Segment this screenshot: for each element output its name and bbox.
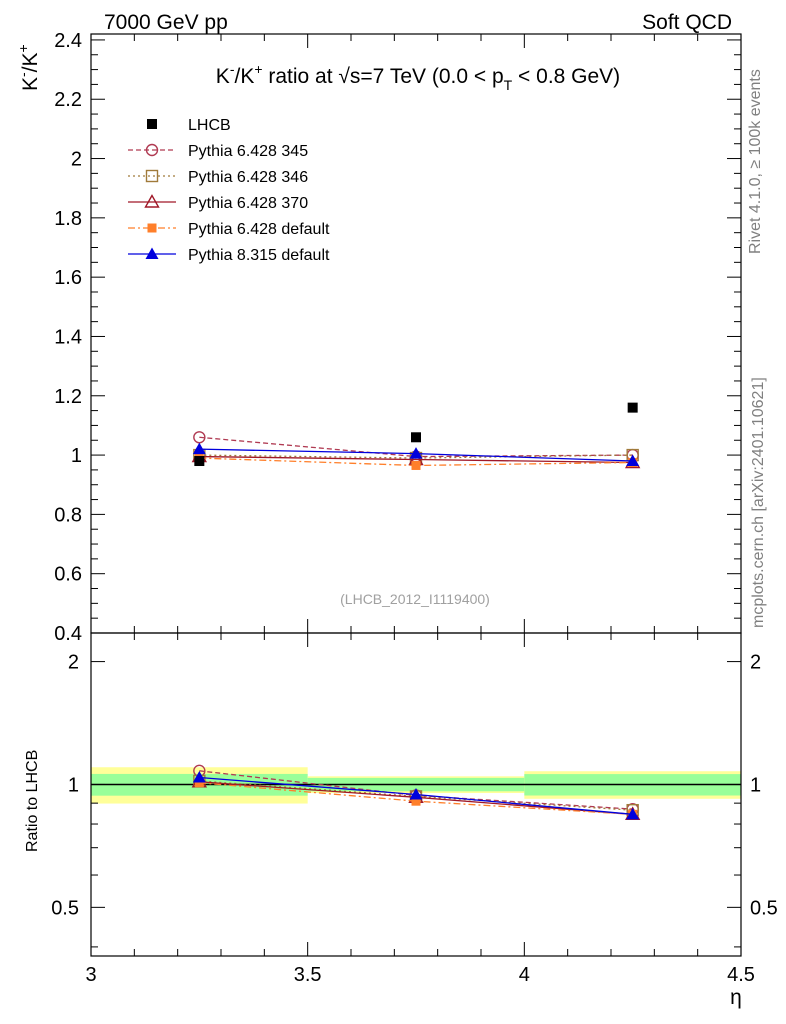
- legend-marker-4: [145, 247, 159, 259]
- ratio-series-point-4: [626, 807, 640, 820]
- ratio-series-line-1: [199, 780, 633, 811]
- ratio-y-tick-label: 0.5: [51, 897, 79, 919]
- y-tick-label: 0.6: [54, 564, 82, 586]
- y-tick-label: 2.4: [54, 30, 82, 52]
- x-tick-label: 4: [519, 964, 530, 986]
- x-tick-label: 3.5: [294, 964, 322, 986]
- legend-label-1: Pythia 6.428 346: [188, 169, 308, 186]
- legend-marker-1: [145, 169, 159, 183]
- legend-label-4: Pythia 8.315 default: [188, 247, 330, 264]
- header-right: Soft QCD: [642, 11, 732, 34]
- legend-marker-3: [147, 223, 157, 233]
- x-tick-label: 3: [85, 964, 96, 986]
- legend-label-3: Pythia 6.428 default: [188, 221, 330, 238]
- y-tick-label: 0.8: [54, 504, 82, 526]
- legend-marker-0: [145, 143, 159, 157]
- series-point-3: [411, 460, 421, 470]
- ratio-series-point-3: [194, 778, 204, 788]
- axes: 3 3.5 4 4.5 0.4 0.6 0.8 1 1.2 1.4 1.6 1.8 2 2.2 2.4 0.5…: [51, 30, 778, 986]
- ratio-y-tick-label-right: 0.5: [750, 897, 778, 919]
- ratio-y-axis-label: Ratio to LHCB: [24, 750, 41, 852]
- analysis-watermark: (LHCB_2012_I1119400): [340, 591, 490, 607]
- data-point: [411, 432, 421, 443]
- series-layer: [191, 431, 641, 821]
- ratio-y-tick-label: 1: [68, 774, 79, 796]
- legend-label-0: Pythia 6.428 345: [188, 143, 308, 160]
- y-axis-label: K-/K+: [15, 44, 42, 91]
- y-tick-label: 1.2: [54, 386, 82, 408]
- data-point: [194, 456, 205, 467]
- rivet-label: Rivet 4.1.0, ≥ 100k events: [747, 69, 764, 254]
- legend-label-2: Pythia 6.428 370: [188, 195, 308, 212]
- ratio-series-point-4: [192, 771, 206, 783]
- legend-label-data: LHCB: [188, 117, 231, 134]
- chart-title: K-/K+ ratio at √s=7 TeV (0.0 < pT < 0.8 …: [216, 61, 620, 93]
- ratio-panel-frame: [90, 632, 742, 957]
- y-tick-label: 1.6: [54, 267, 82, 289]
- series-point-4: [626, 454, 640, 467]
- x-axis-label: η: [730, 986, 742, 1009]
- y-tick-label: 1.8: [54, 208, 82, 230]
- y-tick-label: 1.4: [54, 326, 82, 348]
- y-tick-label: 2: [71, 149, 82, 171]
- data-layer: [194, 402, 638, 467]
- ratio-y-tick-label: 2: [68, 652, 79, 674]
- ratio-series-point-4: [409, 787, 423, 800]
- header-left: 7000 GeV pp: [104, 11, 228, 34]
- series-line-2: [199, 455, 633, 464]
- ratio-series-line-3: [199, 782, 633, 815]
- data-point: [627, 402, 638, 413]
- legend-marker-data: [147, 119, 157, 129]
- ratio-y-tick-label-right: 2: [750, 652, 761, 674]
- x-tick-label: 4.5: [727, 964, 755, 986]
- legend: LHCB Pythia 6.428 345 Pythia 6.428 346 Pyth…: [128, 117, 330, 264]
- y-tick-label: 0.4: [54, 623, 82, 645]
- legend-marker-2: [144, 194, 160, 208]
- y-tick-label: 2.2: [54, 89, 82, 111]
- series-point-4: [192, 442, 206, 455]
- ratio-series-point-3: [411, 796, 421, 806]
- y-tick-label: 1: [71, 445, 82, 467]
- mcplots-label: mcplots.cern.ch [arXiv:2401.10621]: [750, 377, 767, 628]
- ratio-y-tick-label-right: 1: [750, 774, 761, 796]
- series-point-4: [409, 447, 423, 459]
